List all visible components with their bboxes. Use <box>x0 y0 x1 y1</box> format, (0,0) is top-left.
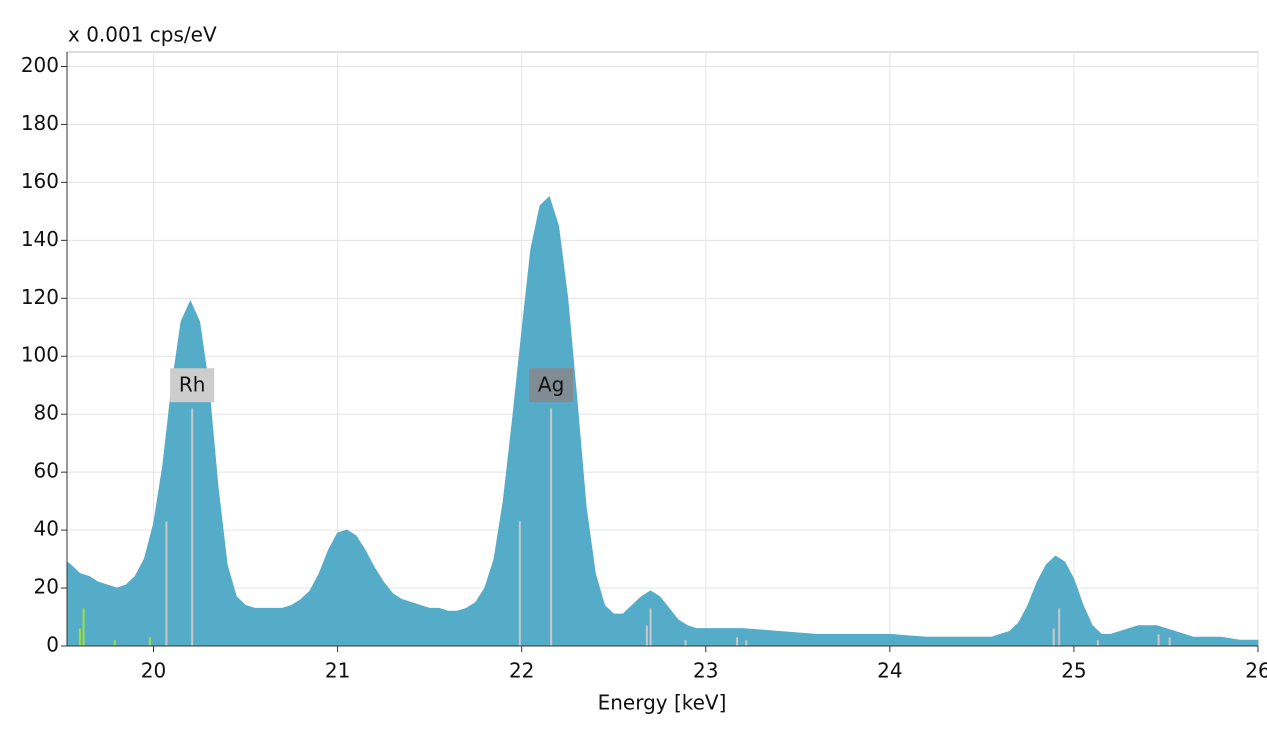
y-tick-label: 200 <box>21 53 59 77</box>
y-tick-label: 140 <box>21 227 59 251</box>
annotation-box <box>170 368 215 403</box>
y-tick-label: 180 <box>21 111 59 135</box>
y-tick-label: 120 <box>21 285 59 309</box>
x-tick-label: 22 <box>509 659 534 683</box>
annotation-box <box>529 368 574 403</box>
y-tick-label: 100 <box>21 343 59 367</box>
y-tick-label: 0 <box>46 633 59 657</box>
spectrum-area <box>66 195 1259 647</box>
y-unit-label: x 0.001 cps/eV <box>68 23 217 47</box>
x-tick-label: 23 <box>693 659 718 683</box>
x-axis-label: Energy [keV] <box>598 691 727 715</box>
y-tick-label: 20 <box>34 575 59 599</box>
y-tick-label: 40 <box>34 517 59 541</box>
x-tick-label: 24 <box>877 659 902 683</box>
y-tick-label: 80 <box>34 401 59 425</box>
y-tick-label: 160 <box>21 169 59 193</box>
y-tick-label: 60 <box>34 459 59 483</box>
annotation-label: Ag <box>538 373 564 397</box>
x-tick-label: 25 <box>1061 659 1086 683</box>
x-tick-label: 20 <box>141 659 166 683</box>
x-tick-label: 26 <box>1245 659 1267 683</box>
plot-area <box>66 51 1259 647</box>
x-tick-label: 21 <box>325 659 350 683</box>
annotation-label: Rh <box>179 373 206 397</box>
